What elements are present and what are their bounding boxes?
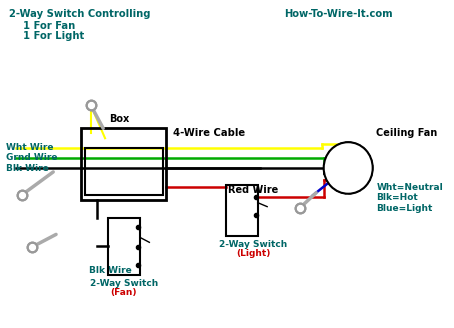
Bar	[85, 148, 163, 195]
Bar	[226, 185, 258, 236]
Text: Blk Wire: Blk Wire	[6, 164, 49, 174]
Bar	[108, 217, 140, 275]
Text: 2-Way Switch: 2-Way Switch	[219, 240, 287, 249]
Text: Wht Wire: Wht Wire	[6, 143, 54, 152]
Text: 2-Way Switch: 2-Way Switch	[90, 279, 158, 288]
Text: Grnd Wire: Grnd Wire	[6, 153, 58, 162]
Text: (Light): (Light)	[236, 249, 270, 258]
Bar	[82, 128, 166, 200]
Text: Box: Box	[109, 114, 129, 124]
Text: 2-Way Switch Controlling: 2-Way Switch Controlling	[9, 9, 150, 19]
Text: Red Wire: Red Wire	[227, 185, 278, 195]
Text: Ceiling Fan: Ceiling Fan	[376, 128, 438, 138]
Text: (Fan): (Fan)	[111, 288, 137, 297]
Text: Wht=Neutral
Blk=Hot
Blue=Light: Wht=Neutral Blk=Hot Blue=Light	[376, 183, 443, 213]
Text: 4-Wire Cable: 4-Wire Cable	[173, 128, 245, 138]
Circle shape	[324, 142, 373, 194]
Text: Blk Wire: Blk Wire	[89, 266, 132, 275]
Text: How-To-Wire-It.com: How-To-Wire-It.com	[284, 9, 393, 19]
Text: 1 For Light: 1 For Light	[9, 31, 84, 41]
Text: 1 For Fan: 1 For Fan	[9, 21, 75, 31]
